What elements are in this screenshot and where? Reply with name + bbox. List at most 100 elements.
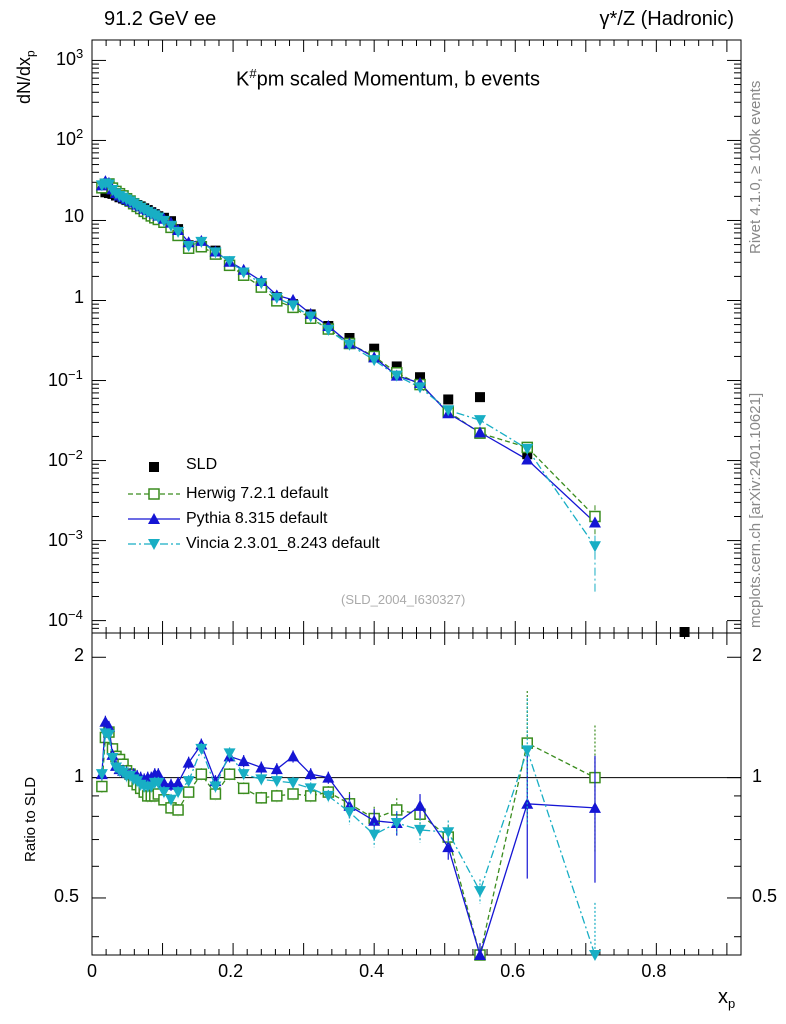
ratio-tick-label-left: 2 [74, 645, 85, 666]
ratio-point-vincia [165, 794, 178, 806]
ratio-point-vincia [442, 827, 455, 839]
ratio-point-herwig [195, 768, 208, 780]
ratio-point-vincia [473, 886, 486, 898]
ratio-point-vincia [209, 781, 222, 793]
data-point-sld [679, 627, 690, 637]
ratio-point-vincia [255, 774, 268, 786]
y-axis-label-sub: p [23, 50, 38, 57]
header-energy-label: 91.2 GeV ee [104, 8, 217, 30]
y-tick-exponent: −2 [68, 446, 83, 462]
data-point-vincia [390, 370, 403, 382]
ratio-point-vincia [237, 769, 250, 781]
ratio-point-herwig [271, 790, 283, 802]
legend-marker-sld [149, 462, 159, 472]
y-tick-label: 103 [56, 46, 83, 70]
data-point-pythia [521, 453, 534, 465]
data-point-vincia [102, 179, 115, 191]
y-tick-exponent: −1 [68, 366, 83, 382]
ratio-point-pythia [442, 841, 455, 853]
legend-marker-vincia [148, 539, 160, 550]
ratio-tick-label-right: 1 [752, 765, 763, 786]
header-process-label: γ*/Z (Hadronic) [599, 8, 734, 30]
ratio-point-pythia [152, 768, 165, 780]
ratio-point-pythia [182, 756, 195, 768]
ratio-point-herwig [172, 804, 184, 816]
data-point-vincia [157, 215, 170, 227]
x-tick-label: 0.2 [218, 961, 244, 981]
data-point-vincia [223, 256, 236, 268]
ratio-point-pythia [368, 814, 381, 826]
data-point-vincia [172, 226, 185, 238]
data-point-pythia [588, 516, 601, 528]
plot-title-base: K [236, 68, 250, 91]
ratio-point-vincia [368, 829, 381, 841]
data-point-vincia [322, 324, 335, 336]
data-point-vincia [414, 382, 427, 394]
y-axis-label-base: dN/dx [14, 56, 34, 104]
ratio-point-vincia [182, 776, 195, 788]
y-tick-base: 10 [48, 449, 69, 470]
y-tick-exponent: −3 [68, 526, 83, 542]
plot-title-sup: # [249, 66, 257, 81]
ratio-point-vincia [195, 743, 208, 755]
mcplots-label: mcplots.cern.ch [arXiv:2401.10621] [747, 392, 764, 628]
legend-label-vincia: Vincia 2.3.01_8.243 default [186, 535, 380, 552]
y-tick-base: 10 [48, 529, 69, 550]
ratio-point-herwig [237, 782, 250, 795]
ratio-point-herwig [223, 768, 236, 780]
ratio-point-pythia [322, 771, 335, 783]
ratio-point-vincia [106, 752, 119, 764]
data-point-vincia [442, 405, 455, 417]
data-point-vincia [255, 278, 268, 290]
x-tick-label: 0 [87, 961, 98, 981]
x-tick-label: 0.6 [500, 961, 526, 981]
ratio-point-pythia [255, 761, 268, 773]
y-tick-label: 10−2 [48, 447, 83, 471]
data-point-vincia [182, 240, 195, 252]
ratio-point-pythia [473, 949, 486, 960]
ratio-point-vincia [95, 769, 108, 781]
data-point-vincia [237, 267, 250, 279]
y-axis-label-bottom: Ratio to SLD [22, 776, 39, 862]
y-tick-label: 10 [64, 206, 84, 227]
y-tick-exponent: 3 [76, 46, 84, 62]
data-point-vincia [270, 292, 283, 304]
ratio-point-pythia [304, 768, 317, 780]
y-tick-base: 10 [56, 129, 77, 150]
ratio-point-vincia [304, 783, 317, 795]
y-tick-label: 102 [56, 126, 83, 150]
data-point-vincia [473, 415, 486, 427]
ratio-point-vincia [414, 824, 427, 836]
y-tick-base: 10 [64, 206, 85, 227]
y-tick-base: 10 [48, 369, 69, 390]
ratio-point-vincia [102, 729, 115, 741]
data-point-pythia [473, 426, 486, 438]
y-tick-exponent: −4 [68, 606, 83, 622]
plot-title: K#pm scaled Momentum, b events [236, 66, 540, 92]
x-tick-label: 0.8 [641, 961, 667, 981]
ratio-tick-label-left: 1 [74, 765, 85, 786]
y-axis-label-top: dN/dxp [14, 50, 38, 104]
ratio-point-vincia [172, 787, 185, 799]
ratio-line-vincia [101, 732, 596, 956]
y-tick-label: 10−1 [48, 367, 83, 391]
x-axis-label: xp [718, 986, 735, 1011]
legend-marker-herwig [148, 488, 160, 500]
ratio-point-pythia [414, 799, 427, 811]
plot-title-rest: pm scaled Momentum, b events [256, 68, 541, 91]
data-point-vincia [287, 300, 300, 312]
data-point-vincia [165, 220, 178, 232]
ratio-point-vincia [157, 787, 170, 799]
data-point-sld [443, 394, 454, 405]
data-point-vincia [195, 236, 208, 248]
data-point-sld [369, 343, 380, 354]
legend-label-herwig: Herwig 7.2.1 default [186, 485, 329, 502]
ratio-point-pythia [237, 755, 250, 767]
ratio-point-pythia [588, 801, 601, 813]
data-point-vincia [152, 212, 165, 224]
ratio-point-pythia [270, 763, 283, 775]
x-axis-label-sub: p [728, 996, 736, 1011]
x-tick-label: 0.4 [359, 961, 385, 981]
data-point-vincia [521, 443, 534, 455]
